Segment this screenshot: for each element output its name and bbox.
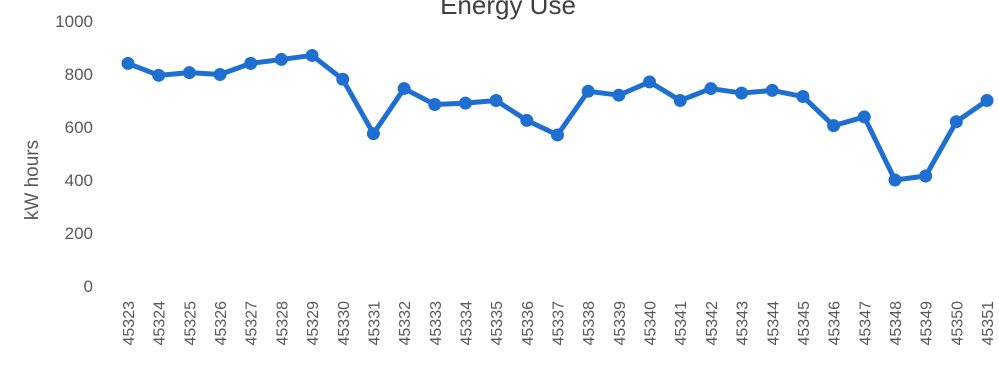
x-tick-label: 45331 bbox=[366, 301, 383, 346]
x-tick-label: 45336 bbox=[520, 301, 537, 346]
data-point bbox=[857, 110, 871, 124]
data-point bbox=[827, 119, 841, 133]
x-tick-label: 45345 bbox=[796, 301, 813, 346]
x-tick-label: 45348 bbox=[888, 301, 905, 346]
data-point bbox=[919, 169, 933, 183]
x-tick-label: 45340 bbox=[643, 301, 660, 346]
data-point bbox=[673, 94, 687, 107]
chart-title: Energy Use bbox=[440, 0, 576, 20]
data-point bbox=[213, 68, 227, 82]
x-tick-label: 45349 bbox=[919, 301, 936, 346]
data-point bbox=[121, 56, 135, 70]
x-tick-label: 45329 bbox=[305, 301, 322, 346]
x-tick-label: 45346 bbox=[827, 301, 844, 346]
x-tick-label: 45351 bbox=[980, 301, 997, 346]
x-tick-label: 45325 bbox=[182, 301, 199, 346]
x-tick-label: 45327 bbox=[244, 301, 261, 346]
data-point bbox=[428, 97, 442, 111]
data-point bbox=[366, 127, 380, 141]
x-tick-label: 45323 bbox=[121, 301, 138, 346]
data-point bbox=[643, 75, 657, 89]
data-point bbox=[520, 113, 534, 127]
y-tick-label: 400 bbox=[65, 171, 93, 190]
y-tick-label: 800 bbox=[65, 65, 93, 84]
series-group bbox=[121, 48, 994, 187]
data-point bbox=[796, 90, 810, 104]
data-point bbox=[949, 115, 963, 129]
y-tick-label: 0 bbox=[84, 277, 93, 296]
y-tick-label: 200 bbox=[65, 224, 93, 243]
x-tick-label: 45339 bbox=[612, 301, 629, 346]
data-point bbox=[182, 66, 196, 80]
x-tick-label: 45350 bbox=[949, 301, 966, 346]
x-tick-label: 45347 bbox=[857, 301, 874, 346]
data-point bbox=[458, 96, 472, 110]
x-tick-label: 45334 bbox=[458, 301, 475, 346]
x-tick-label: 45335 bbox=[489, 301, 506, 346]
x-tick-label: 45333 bbox=[428, 301, 445, 346]
x-tick-label: 45344 bbox=[765, 301, 782, 346]
data-point bbox=[612, 88, 626, 102]
y-axis-ticks: 0 200 400 600 800 1000 bbox=[55, 12, 93, 296]
data-point bbox=[888, 173, 902, 187]
y-axis-label: kW hours bbox=[22, 140, 43, 220]
x-tick-label: 45341 bbox=[673, 301, 690, 346]
y-tick-label: 1000 bbox=[55, 12, 93, 31]
data-point bbox=[581, 84, 595, 98]
x-tick-label: 45337 bbox=[551, 301, 568, 346]
data-point bbox=[551, 128, 564, 142]
data-point bbox=[980, 94, 994, 107]
data-point bbox=[735, 86, 749, 100]
x-tick-label: 45324 bbox=[152, 301, 169, 346]
data-point bbox=[704, 82, 718, 96]
data-point bbox=[274, 52, 288, 66]
x-tick-label: 45343 bbox=[735, 301, 752, 346]
x-tick-label: 45326 bbox=[213, 301, 230, 346]
data-point bbox=[765, 83, 779, 97]
x-axis-ticks: 45323 45324 45325 45326 45327 45328 45329 45330… bbox=[121, 301, 997, 346]
x-tick-label: 45332 bbox=[397, 301, 414, 346]
data-point bbox=[489, 94, 503, 107]
data-point bbox=[305, 48, 319, 62]
x-tick-label: 45328 bbox=[274, 301, 291, 346]
x-tick-label: 45342 bbox=[704, 301, 721, 346]
y-tick-label: 600 bbox=[65, 118, 93, 137]
data-point bbox=[244, 56, 258, 70]
data-point bbox=[397, 82, 411, 96]
x-tick-label: 45330 bbox=[336, 301, 353, 346]
x-tick-label: 45338 bbox=[581, 301, 598, 346]
data-point bbox=[336, 72, 350, 86]
data-point bbox=[152, 68, 166, 82]
